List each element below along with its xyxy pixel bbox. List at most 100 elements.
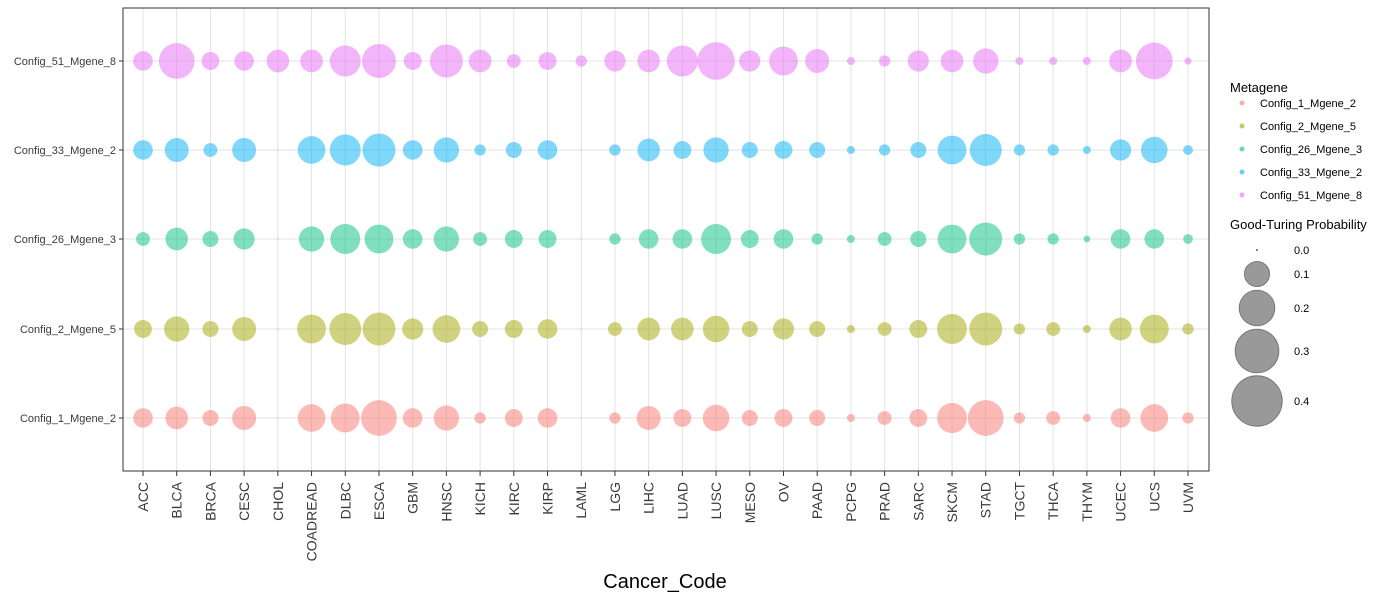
- x-tick-label: ESCA: [371, 481, 387, 520]
- bubble-Config_1_Mgene_2-COADREAD: [297, 404, 326, 432]
- bubble-Config_33_Mgene_2-THCA: [1047, 144, 1059, 156]
- bubbles: [133, 42, 1194, 436]
- bubble-Config_1_Mgene_2-TGCT: [1013, 412, 1026, 424]
- bubble-Config_2_Mgene_5-UCEC: [1109, 317, 1132, 341]
- bubble-Config_26_Mgene_3-THCA: [1047, 233, 1059, 245]
- size-legend-key: [1243, 260, 1271, 288]
- x-tick-label: PCPG: [843, 482, 859, 522]
- bubble-Config_2_Mgene_5-ESCA: [362, 312, 396, 346]
- bubble-Config_1_Mgene_2-GBM: [402, 408, 423, 428]
- bubble-Config_1_Mgene_2-MESO: [741, 410, 758, 426]
- bubble-Config_51_Mgene_8-PRAD: [878, 55, 891, 67]
- color-legend-key: [1239, 192, 1245, 198]
- bubble-Config_26_Mgene_3-OV: [773, 229, 794, 249]
- color-legend-title: Metagene: [1230, 80, 1288, 95]
- bubble-Config_26_Mgene_3-THYM: [1083, 235, 1091, 243]
- bubble-Config_33_Mgene_2-UCEC: [1109, 139, 1132, 161]
- bubble-Config_1_Mgene_2-SARC: [909, 409, 928, 427]
- x-tick-label: BRCA: [202, 481, 218, 521]
- bubble-Config_1_Mgene_2-BRCA: [202, 410, 219, 426]
- bubble-Config_33_Mgene_2-KIRC: [505, 142, 522, 158]
- x-tick-label: LUAD: [674, 482, 690, 519]
- size-legend-label: 0.1: [1294, 269, 1309, 281]
- x-tick-label: BLCA: [169, 481, 185, 518]
- x-tick-label: MESO: [742, 482, 758, 523]
- bubble-Config_26_Mgene_3-PRAD: [877, 232, 892, 246]
- bubble-Config_33_Mgene_2-PCPG: [846, 146, 855, 154]
- size-legend-label: 0.2: [1294, 303, 1309, 315]
- bubble-Config_1_Mgene_2-CESC: [232, 406, 257, 430]
- x-tick-label: GBM: [405, 482, 421, 514]
- bubble-Config_1_Mgene_2-UVM: [1182, 412, 1194, 424]
- bubble-Config_2_Mgene_5-LIHC: [637, 317, 660, 341]
- bubble-Config_33_Mgene_2-BRCA: [203, 143, 218, 157]
- bubble-Config_2_Mgene_5-KIRC: [504, 320, 523, 338]
- bubble-Config_26_Mgene_3-LAML: [580, 238, 582, 240]
- bubble-Config_51_Mgene_8-BRCA: [201, 52, 220, 70]
- bubble-Config_51_Mgene_8-HNSC: [429, 44, 463, 78]
- x-tick-label: CESC: [236, 482, 252, 521]
- bubble-Config_1_Mgene_2-SKCM: [937, 403, 967, 433]
- bubble-Config_2_Mgene_5-UCS: [1139, 314, 1169, 344]
- bubble-Config_26_Mgene_3-PCPG: [846, 235, 855, 243]
- bubble-Config_2_Mgene_5-THYM: [1082, 325, 1091, 333]
- bubble-Config_51_Mgene_8-KIRP: [538, 52, 557, 70]
- bubble-Config_51_Mgene_8-ESCA: [361, 44, 396, 78]
- bubble-Config_1_Mgene_2-LAML: [580, 417, 582, 419]
- x-tick-label: LAML: [573, 482, 589, 519]
- y-tick-label: Config_51_Mgene_8: [14, 56, 116, 68]
- bubble-Config_2_Mgene_5-MESO: [741, 321, 758, 337]
- bubble-Config_1_Mgene_2-DLBC: [330, 403, 360, 433]
- x-tick-label: TGCT: [1011, 482, 1027, 521]
- x-tick-label: PAAD: [809, 482, 825, 519]
- y-tick-label: Config_33_Mgene_2: [14, 145, 116, 157]
- bubble-Config_2_Mgene_5-THCA: [1046, 322, 1061, 336]
- bubble-Config_33_Mgene_2-LUAD: [673, 141, 692, 159]
- color-legend-label: Config_2_Mgene_5: [1260, 121, 1356, 133]
- bubble-Config_33_Mgene_2-LIHC: [637, 138, 660, 162]
- bubble-Config_26_Mgene_3-SARC: [910, 231, 927, 247]
- size-legend-key: [1255, 248, 1259, 252]
- color-legend-key: [1239, 123, 1245, 129]
- x-tick-label: THCA: [1045, 481, 1061, 520]
- bubble-Config_1_Mgene_2-ESCA: [361, 400, 397, 436]
- bubble-Config_33_Mgene_2-KIRP: [537, 140, 558, 160]
- bubble-Config_51_Mgene_8-KICH: [468, 49, 492, 73]
- bubble-Config_33_Mgene_2-THYM: [1082, 146, 1091, 154]
- bubble-Config_2_Mgene_5-CHOL: [277, 328, 279, 330]
- bubble-Config_2_Mgene_5-SKCM: [937, 314, 967, 344]
- bubble-Config_2_Mgene_5-KIRP: [537, 319, 558, 339]
- bubble-Config_26_Mgene_3-SKCM: [937, 224, 967, 254]
- size-legend-key: [1238, 289, 1276, 327]
- bubble-Config_33_Mgene_2-HNSC: [433, 137, 460, 163]
- bubble-Config_33_Mgene_2-SKCM: [937, 135, 967, 165]
- bubble-Config_1_Mgene_2-CHOL: [277, 417, 279, 419]
- bubble-Config_26_Mgene_3-DLBC: [330, 224, 361, 254]
- bubble-Config_51_Mgene_8-MESO: [739, 50, 761, 72]
- bubble-Config_51_Mgene_8-LIHC: [637, 49, 660, 73]
- size-legend-label: 0.0: [1294, 245, 1309, 257]
- bubble-Config_51_Mgene_8-DLBC: [329, 45, 361, 77]
- x-tick-label: UCEC: [1113, 482, 1129, 522]
- bubble-Config_26_Mgene_3-LUAD: [672, 229, 693, 249]
- bubble-Config_1_Mgene_2-KIRC: [504, 409, 523, 427]
- bubble-Config_26_Mgene_3-BLCA: [165, 227, 189, 251]
- bubble-Config_51_Mgene_8-PAAD: [805, 49, 830, 73]
- bubble-Config_51_Mgene_8-LUAD: [666, 45, 698, 77]
- y-tick-label: Config_26_Mgene_3: [14, 234, 116, 246]
- bubble-Config_1_Mgene_2-THYM: [1082, 414, 1091, 422]
- bubble-Config_33_Mgene_2-CESC: [232, 138, 257, 162]
- bubble-Config_51_Mgene_8-UCS: [1135, 42, 1173, 80]
- bubble-Config_2_Mgene_5-BLCA: [164, 316, 190, 342]
- bubble-Config_33_Mgene_2-SARC: [910, 142, 927, 158]
- bubble-Config_33_Mgene_2-KICH: [474, 144, 486, 156]
- y-axis: Config_1_Mgene_2 Config_2_Mgene_5 Config_2…: [14, 56, 123, 425]
- bubble-Config_26_Mgene_3-KIRP: [538, 230, 557, 248]
- bubble-Config_26_Mgene_3-LGG: [609, 233, 621, 245]
- x-axis-title: Cancer_Code: [603, 571, 726, 593]
- bubble-Config_33_Mgene_2-UCS: [1141, 136, 1168, 164]
- bubble-Config_2_Mgene_5-PCPG: [846, 325, 855, 333]
- x-tick-label: LUSC: [708, 482, 724, 519]
